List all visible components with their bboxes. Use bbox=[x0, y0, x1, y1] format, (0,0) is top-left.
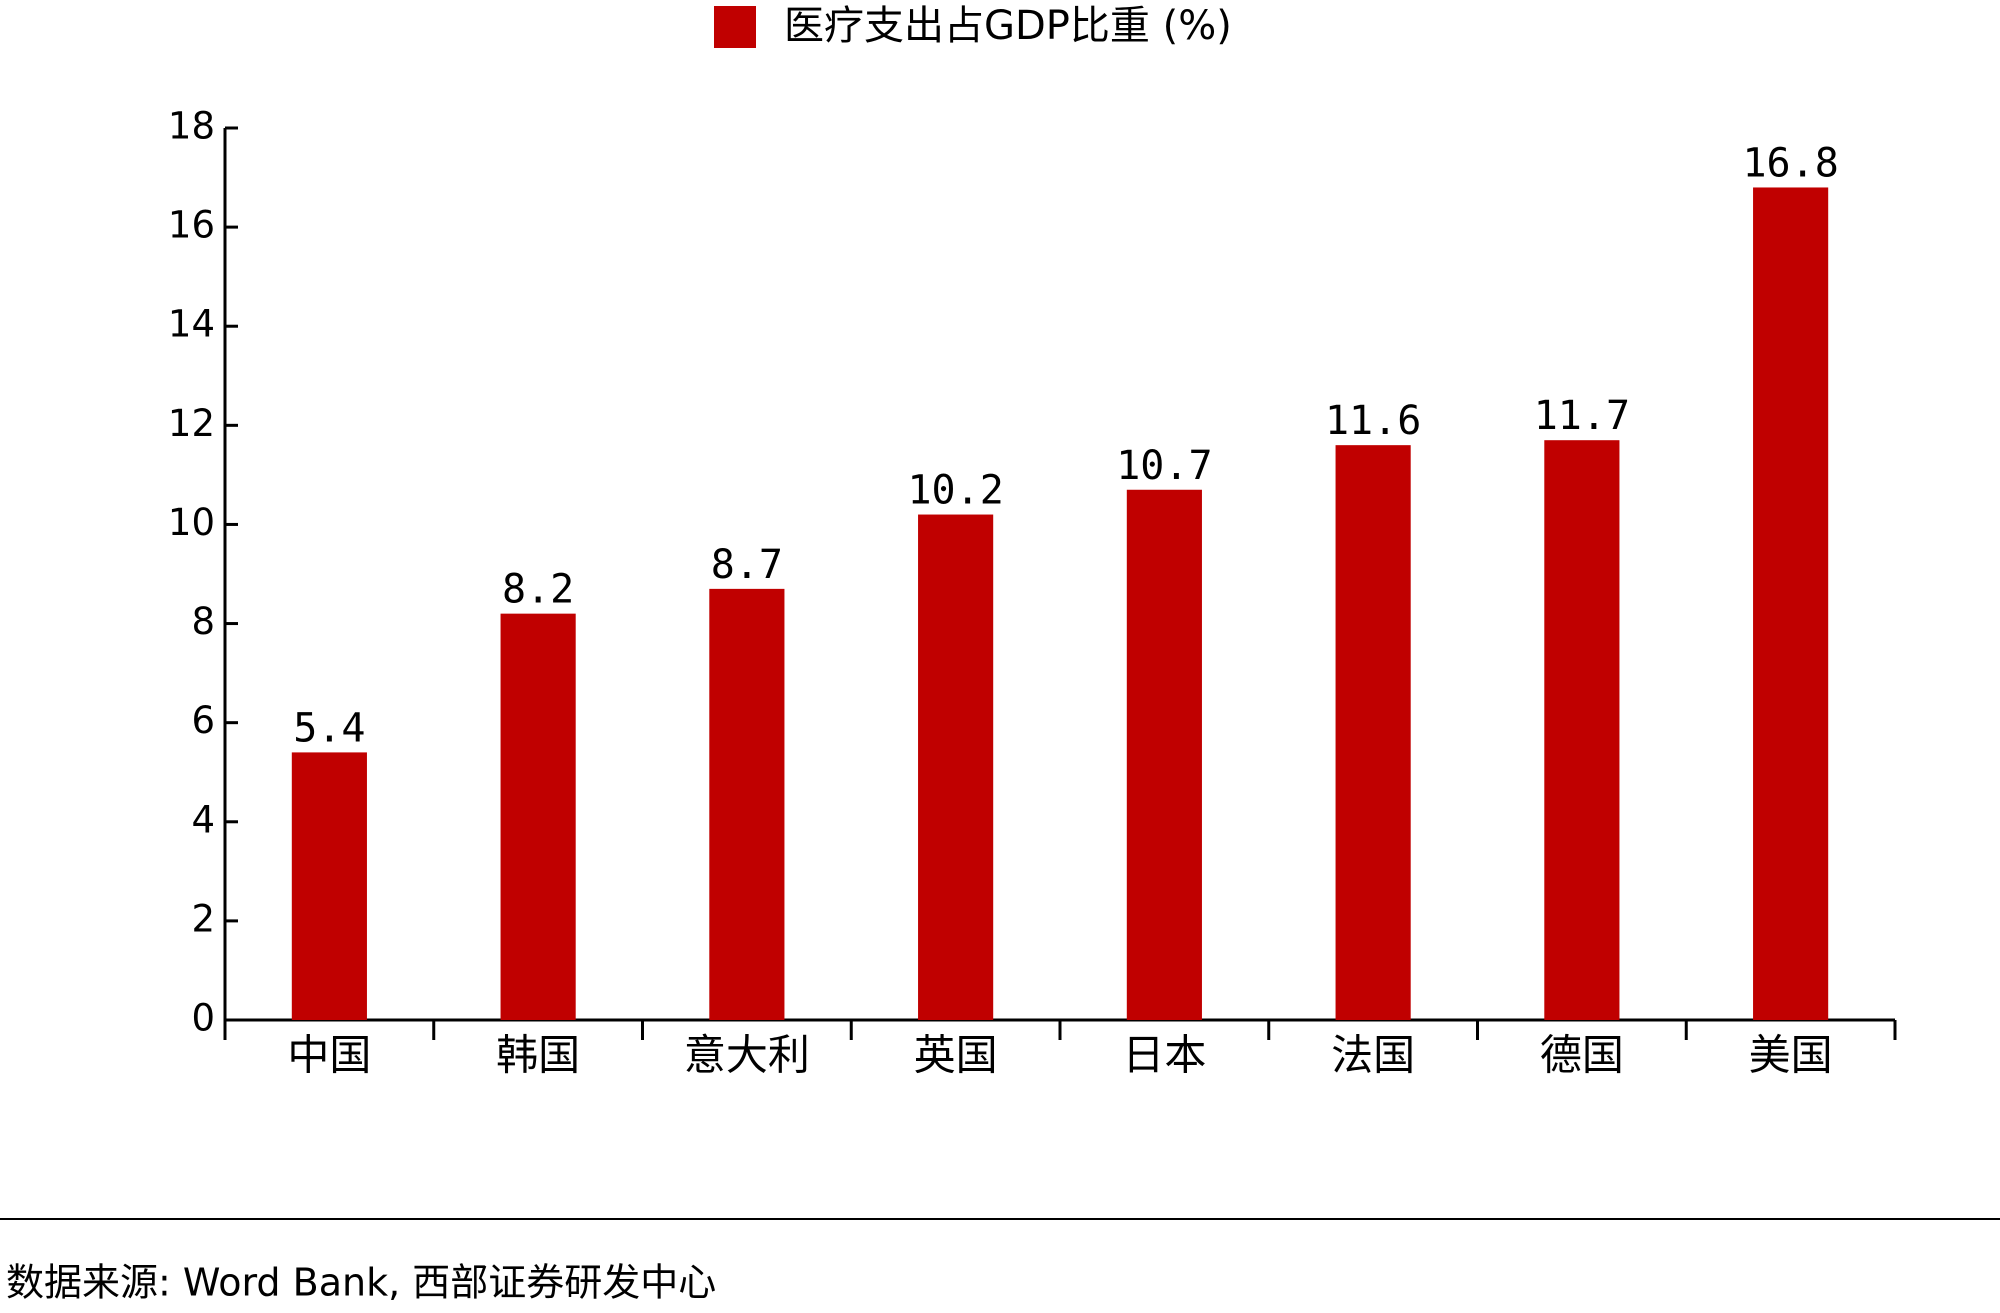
x-tick-label: 德国 bbox=[1540, 1031, 1624, 1080]
value-label: 16.8 bbox=[1742, 140, 1838, 186]
y-tick-label: 2 bbox=[191, 897, 215, 940]
value-label: 11.6 bbox=[1325, 398, 1421, 444]
y-tick-label: 18 bbox=[168, 105, 215, 148]
y-tick-label: 6 bbox=[191, 699, 215, 742]
value-label: 10.7 bbox=[1116, 443, 1212, 489]
source-note: 数据来源: Word Bank, 西部证券研发中心 bbox=[6, 1261, 716, 1305]
bar bbox=[1335, 445, 1411, 1021]
value-label: 10.2 bbox=[907, 468, 1003, 514]
x-tick-label: 英国 bbox=[914, 1031, 998, 1080]
x-tick-label: 韩国 bbox=[496, 1031, 580, 1080]
legend-swatch bbox=[714, 6, 756, 48]
bar bbox=[918, 514, 994, 1020]
x-tick-label: 中国 bbox=[287, 1031, 371, 1080]
y-tick-label: 0 bbox=[191, 997, 215, 1040]
y-tick-label: 8 bbox=[191, 600, 215, 643]
y-tick-label: 10 bbox=[168, 501, 215, 544]
y-tick-label: 4 bbox=[191, 798, 215, 841]
bar bbox=[1544, 440, 1620, 1020]
value-label: 8.7 bbox=[711, 542, 783, 588]
y-tick-label: 12 bbox=[168, 402, 215, 445]
legend-label: 医疗支出占GDP比重 (%) bbox=[784, 3, 1232, 49]
x-tick-label: 美国 bbox=[1749, 1031, 1833, 1080]
x-tick-label: 日本 bbox=[1122, 1031, 1206, 1080]
bar bbox=[1126, 489, 1202, 1020]
x-tick-label: 法国 bbox=[1331, 1031, 1415, 1080]
bar bbox=[1753, 187, 1829, 1020]
value-label: 8.2 bbox=[502, 567, 574, 613]
y-tick-label: 14 bbox=[168, 303, 215, 346]
bar bbox=[291, 752, 367, 1020]
value-label: 5.4 bbox=[293, 705, 365, 751]
value-label: 11.7 bbox=[1534, 393, 1630, 439]
bar bbox=[500, 613, 576, 1020]
bar bbox=[709, 588, 785, 1020]
y-tick-label: 16 bbox=[168, 204, 215, 247]
x-tick-label: 意大利 bbox=[684, 1031, 810, 1080]
